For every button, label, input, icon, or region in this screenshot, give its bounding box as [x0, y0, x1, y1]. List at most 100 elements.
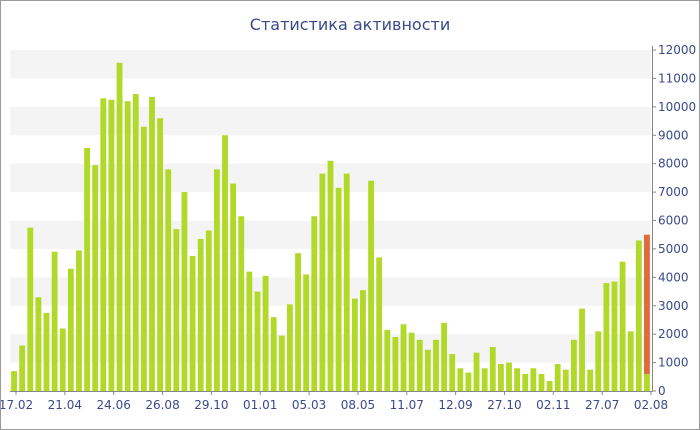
bar — [489, 346, 496, 391]
bar — [376, 257, 383, 391]
x-tick-label: 01.01 — [243, 398, 277, 412]
y-tick-label: 8000 — [658, 157, 689, 171]
bar-last — [644, 234, 650, 374]
bar — [197, 238, 204, 391]
bar — [400, 324, 407, 391]
x-tick-label: 27.10 — [487, 398, 521, 412]
y-tick-label: 4000 — [658, 270, 689, 284]
bar — [465, 372, 472, 391]
y-tick-label: 12000 — [658, 43, 696, 57]
y-tick-label: 3000 — [658, 299, 689, 313]
bar — [481, 368, 488, 391]
bar — [457, 368, 464, 391]
bar — [319, 173, 326, 391]
grid-band — [10, 50, 651, 79]
bar-last-base — [644, 373, 650, 391]
x-tick-label: 12.09 — [438, 398, 472, 412]
bar — [579, 308, 585, 391]
y-tick-label: 0 — [658, 384, 666, 398]
bar — [335, 187, 342, 391]
bar — [76, 250, 82, 391]
bar — [392, 337, 399, 391]
bar — [538, 373, 545, 391]
bar — [449, 354, 456, 391]
bar — [530, 368, 537, 391]
y-tick-label: 6000 — [658, 214, 689, 228]
bar — [416, 339, 423, 391]
y-tick-label: 10000 — [658, 100, 696, 114]
bar — [165, 169, 172, 391]
bar — [635, 240, 642, 391]
bar — [19, 345, 26, 391]
bar — [611, 281, 618, 391]
x-tick-label: 08.05 — [341, 398, 375, 412]
y-tick-label: 5000 — [658, 242, 689, 256]
bar — [327, 160, 334, 391]
bar — [35, 297, 42, 391]
y-tick-label: 11000 — [658, 71, 696, 85]
bar — [157, 118, 164, 391]
bar — [554, 364, 561, 391]
bar — [222, 135, 228, 391]
bar — [343, 173, 350, 391]
bar — [140, 126, 147, 391]
bar — [627, 331, 634, 391]
bar — [441, 322, 448, 391]
bar — [562, 369, 569, 391]
bar — [230, 183, 237, 391]
bar — [238, 216, 245, 391]
x-tick-label: 17.02 — [1, 398, 33, 412]
bar — [67, 268, 74, 391]
chart-title: Статистика активности — [249, 15, 451, 34]
bar — [84, 148, 91, 391]
x-tick-label: 26.08 — [145, 398, 179, 412]
bar — [11, 371, 17, 391]
bar — [311, 216, 318, 391]
bar — [522, 373, 529, 391]
bar — [205, 230, 212, 391]
bar — [287, 304, 293, 391]
bar — [433, 339, 439, 391]
x-tick-label: 21.04 — [48, 398, 82, 412]
bar — [116, 62, 123, 391]
y-tick-label: 1000 — [658, 356, 689, 370]
bar — [619, 261, 626, 391]
y-tick-label: 9000 — [658, 128, 689, 142]
bar — [570, 339, 577, 391]
bar — [424, 349, 431, 391]
bar — [59, 328, 66, 391]
bar — [132, 94, 139, 391]
bar — [587, 369, 594, 391]
bar — [278, 335, 285, 391]
bar — [514, 368, 521, 391]
bar — [546, 381, 553, 391]
bar — [270, 317, 277, 391]
bar — [384, 329, 391, 391]
y-tick-label: 7000 — [658, 185, 689, 199]
bar — [295, 253, 301, 391]
bar — [92, 165, 99, 391]
bar — [303, 274, 310, 391]
bar — [595, 331, 602, 391]
bar — [360, 290, 366, 391]
x-tick-label: 02.08 — [634, 398, 668, 412]
bar — [173, 229, 180, 391]
bar — [43, 312, 50, 391]
bar — [124, 101, 131, 392]
bar — [603, 283, 610, 391]
bar — [27, 227, 34, 391]
bar — [506, 362, 512, 391]
x-tick-label: 05.03 — [292, 398, 326, 412]
bar — [497, 364, 504, 391]
bar — [213, 169, 220, 391]
y-tick-label: 2000 — [658, 327, 689, 341]
bar — [149, 96, 155, 391]
bar — [351, 298, 358, 391]
bar — [51, 251, 58, 391]
x-tick-label: 24.06 — [97, 398, 131, 412]
bar — [108, 99, 115, 392]
bar — [262, 275, 269, 391]
x-tick-label: 29.10 — [194, 398, 228, 412]
